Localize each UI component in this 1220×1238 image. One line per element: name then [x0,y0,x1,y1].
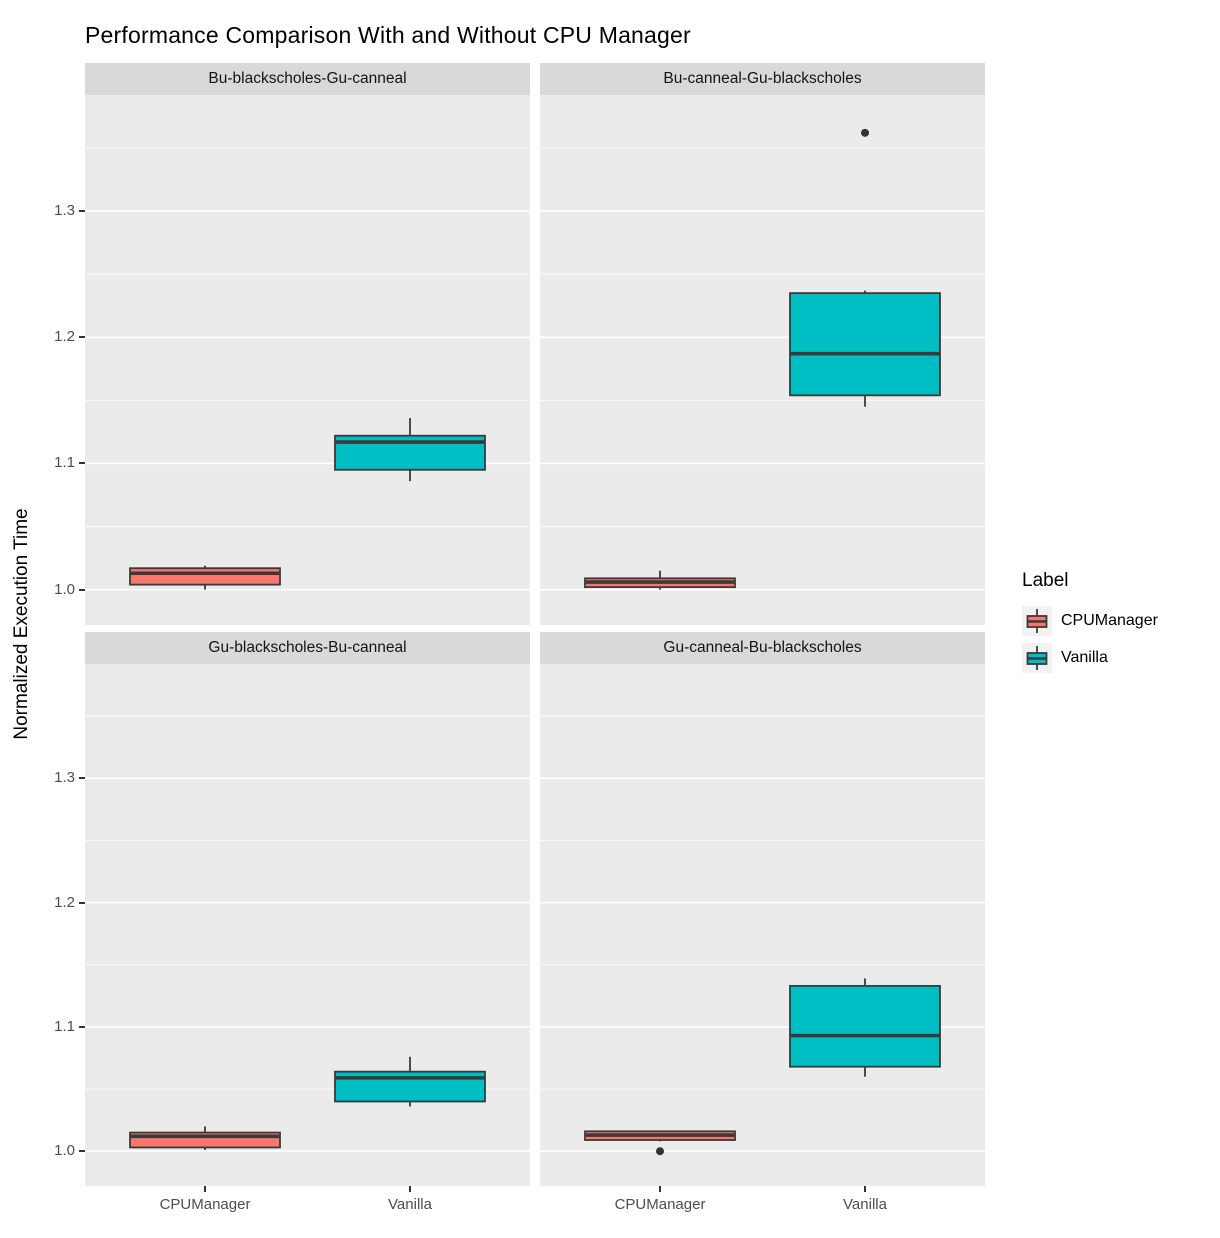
y-tick-label: 1.3 [54,202,75,220]
x-tick-mark [864,1186,866,1192]
y-tick-mark [79,462,85,465]
y-tick-mark [79,901,85,904]
boxplot-cpumanager [584,570,736,590]
y-tick-mark [79,1150,85,1153]
y-tick-label: 1.2 [54,328,75,346]
legend-label: Vanilla [1061,649,1108,666]
chart-title: Performance Comparison With and Without … [85,22,691,48]
x-tick-mark [659,1186,661,1192]
boxplot-cpumanager [129,565,281,590]
legend-title: Label [1022,570,1069,591]
box [789,984,941,1068]
facet-strip: Gu-canneal-Bu-blackscholes [540,632,985,664]
y-tick-mark [79,588,85,591]
y-axis-title: Normalized Execution Time [11,508,32,740]
x-tick-label: Vanilla [843,1196,887,1213]
outlier-point [656,1147,664,1156]
y-tick-mark [79,336,85,339]
legend-key-glyph [1022,643,1052,673]
boxplot-cpumanager [584,1130,736,1156]
facet-strip: Bu-blackscholes-Gu-canneal [85,63,530,95]
boxplot-vanilla [789,128,941,407]
x-tick-label: CPUManager [159,1196,251,1213]
y-tick-mark [79,777,85,780]
y-tick-mark [79,210,85,213]
x-tick-label: Vanilla [388,1196,432,1213]
facet-panel [540,664,985,1186]
x-tick-mark [409,1186,411,1192]
y-tick-label: 1.1 [54,1017,75,1035]
legend-entry-cpumanager: CPUManager [1022,606,1158,636]
y-tick-label: 1.1 [54,454,75,472]
legend-key-glyph [1022,606,1052,636]
legend-entry-vanilla: Vanilla [1022,643,1158,673]
y-tick-label: 1.3 [54,769,75,787]
facet-panel [85,664,530,1186]
boxplot-vanilla [334,1056,486,1107]
legend: Label CPUManager Vanilla [1022,570,1158,680]
y-tick-mark [79,1025,85,1028]
x-tick-label: CPUManager [614,1196,706,1213]
box [789,292,941,397]
legend-entries: CPUManager Vanilla [1022,606,1158,673]
boxplot-cpumanager [129,1126,281,1150]
outlier-point [861,128,869,137]
x-tick-mark [204,1186,206,1192]
legend-label: CPUManager [1061,612,1158,629]
y-tick-label: 1.0 [54,1142,75,1160]
facet-strip: Bu-canneal-Gu-blackscholes [540,63,985,95]
boxplot-vanilla [789,978,941,1077]
facet-panel [540,95,985,625]
facet-strip: Gu-blackscholes-Bu-canneal [85,632,530,664]
facet-panel [85,95,530,625]
box [129,567,281,586]
boxplot-vanilla [334,418,486,482]
y-tick-label: 1.0 [54,580,75,598]
y-tick-label: 1.2 [54,893,75,911]
